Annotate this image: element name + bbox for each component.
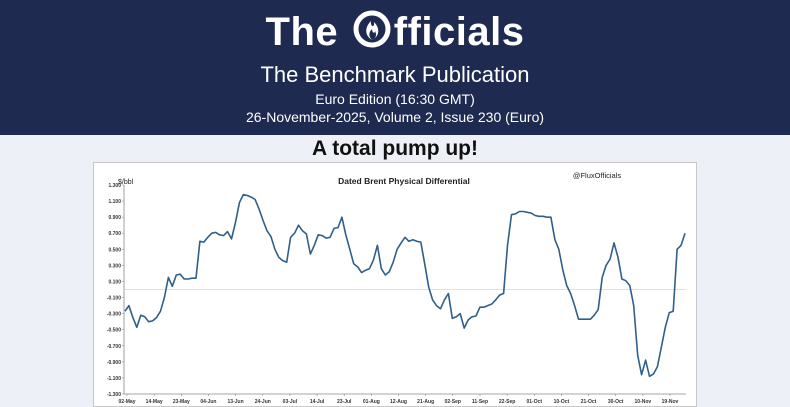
y-tick-label: 1.100	[108, 199, 121, 205]
x-tick-label: 14-May	[146, 399, 163, 405]
logo-text-right: fficials	[393, 10, 525, 54]
y-tick-label: -0.900	[107, 360, 121, 366]
x-tick-label: 23-Jul	[337, 399, 352, 405]
x-tick-label: 03-Jul	[283, 399, 298, 405]
x-tick-label: 10-Nov	[635, 399, 652, 405]
x-tick-label: 12-Aug	[390, 399, 407, 405]
x-tick-label: 19-Nov	[662, 399, 679, 405]
x-tick-label: 10-Oct	[554, 399, 570, 405]
y-tick-label: 0.500	[108, 247, 121, 253]
x-tick-label: 24-Jun	[255, 399, 271, 405]
y-tick-label: 0.100	[108, 279, 121, 285]
y-tick-label: -1.100	[107, 376, 121, 382]
x-tick-label: 13-Jun	[228, 399, 244, 405]
logo-text-left: The	[265, 10, 350, 54]
y-tick-label: -1.300	[107, 392, 121, 398]
x-tick-label: 04-Jun	[200, 399, 216, 405]
publication-title: The Benchmark Publication	[260, 62, 530, 87]
y-tick-label: 0.900	[108, 215, 121, 221]
chart-container: Dated Brent Physical Differential @FluxO…	[93, 162, 697, 407]
chart-watermark: @FluxOfficials	[573, 171, 622, 180]
y-tick-label: 1.300	[108, 183, 121, 189]
x-tick-label: 21-Oct	[581, 399, 597, 405]
y-tick-label: 0.300	[108, 263, 121, 269]
flame-o-logo-icon	[353, 10, 391, 48]
y-tick-label: -0.300	[107, 312, 121, 318]
x-tick-label: 01-Oct	[526, 399, 542, 405]
y-tick-label: 0.700	[108, 231, 121, 237]
y-tick-label: -0.500	[107, 328, 121, 334]
x-tick-label: 23-May	[173, 399, 190, 405]
x-tick-label: 11-Sep	[472, 399, 488, 405]
line-chart: Dated Brent Physical Differential @FluxO…	[107, 171, 686, 405]
x-tick-label: 22-Sep	[499, 399, 515, 405]
chart-title: Dated Brent Physical Differential	[338, 176, 470, 186]
logo: The fficials	[0, 8, 790, 56]
issue-line: 26-November-2025, Volume 2, Issue 230 (E…	[245, 109, 545, 125]
y-tick-label: -0.700	[107, 344, 121, 350]
y-tick-label: -0.100	[107, 296, 121, 302]
x-tick-label: 02-May	[119, 399, 136, 405]
y-axis-label: $/bbl	[118, 179, 134, 186]
x-tick-label: 21-Aug	[417, 399, 434, 405]
headline: A total pump up!	[311, 137, 479, 160]
series-line	[124, 193, 686, 378]
edition-line: Euro Edition (16:30 GMT)	[315, 91, 475, 107]
x-tick-label: 30-Oct	[608, 399, 624, 405]
x-tick-label: 02-Sep	[445, 399, 461, 405]
x-tick-label: 01-Aug	[363, 399, 380, 405]
x-tick-label: 14-Jul	[310, 399, 325, 405]
header-banner: The fficials The Benchmark Publication E…	[0, 0, 790, 135]
